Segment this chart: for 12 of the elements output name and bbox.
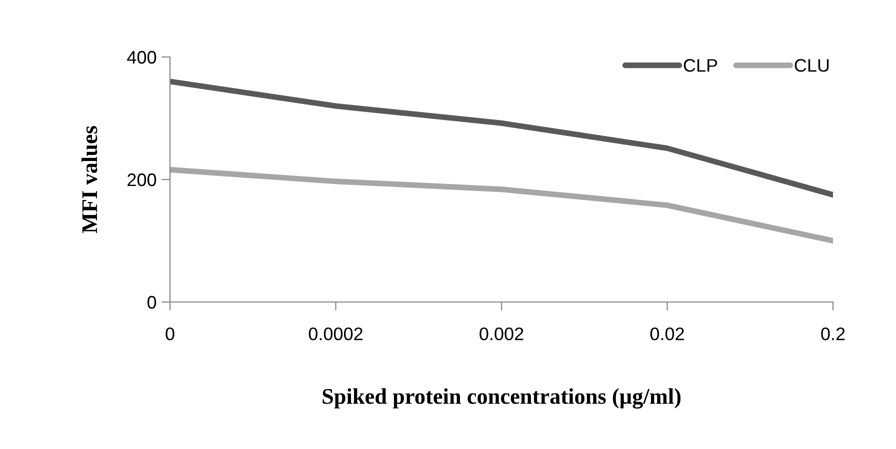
x-tick-label: 0.002 [480,327,524,340]
y-tick-label: 200 [128,173,156,186]
x-axis-title: Spiked protein concentrations (µg/ml) [322,388,680,409]
x-tick-label: 0.02 [650,327,684,340]
legend-label: CLU [794,59,829,72]
y-tick-label: 400 [127,50,156,64]
x-tick-label: 0.2 [821,327,845,340]
x-tick-label: 0.0002 [308,327,362,340]
legend-label: CLP [684,59,718,72]
y-tick-label: 0 [147,296,156,309]
x-tick-label: 0 [166,327,174,340]
y-axis-title: MFI values [82,126,98,234]
